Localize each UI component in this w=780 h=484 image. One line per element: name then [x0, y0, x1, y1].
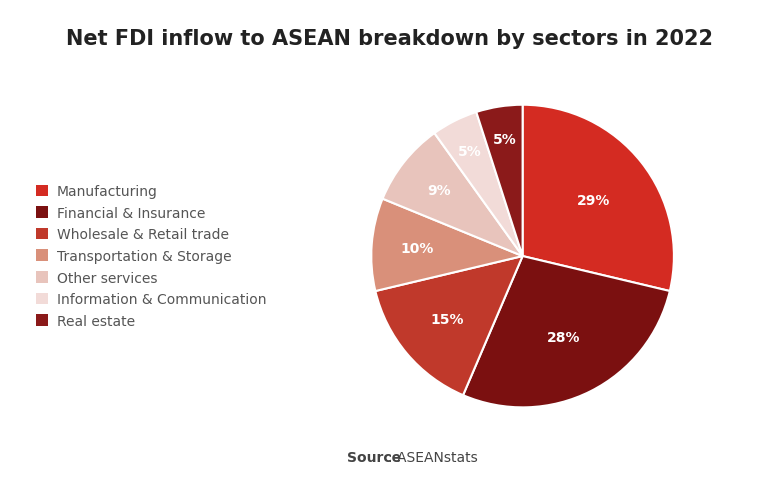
Text: Source: Source	[347, 451, 401, 464]
Text: 29%: 29%	[577, 194, 611, 207]
Legend: Manufacturing, Financial & Insurance, Wholesale & Retail trade, Transportation &: Manufacturing, Financial & Insurance, Wh…	[30, 179, 271, 334]
Text: Net FDI inflow to ASEAN breakdown by sectors in 2022: Net FDI inflow to ASEAN breakdown by sec…	[66, 29, 714, 49]
Text: 28%: 28%	[547, 331, 580, 345]
Wedge shape	[371, 199, 523, 291]
Wedge shape	[382, 134, 523, 257]
Wedge shape	[477, 106, 523, 257]
Text: 9%: 9%	[427, 184, 452, 198]
Text: 5%: 5%	[492, 133, 516, 147]
Wedge shape	[434, 113, 523, 257]
Wedge shape	[463, 257, 670, 408]
Text: 5%: 5%	[458, 144, 481, 158]
Wedge shape	[523, 106, 674, 291]
Text: 15%: 15%	[431, 313, 464, 327]
Text: : ASEANstats: : ASEANstats	[388, 451, 477, 464]
Wedge shape	[375, 257, 523, 395]
Text: 10%: 10%	[400, 242, 434, 255]
